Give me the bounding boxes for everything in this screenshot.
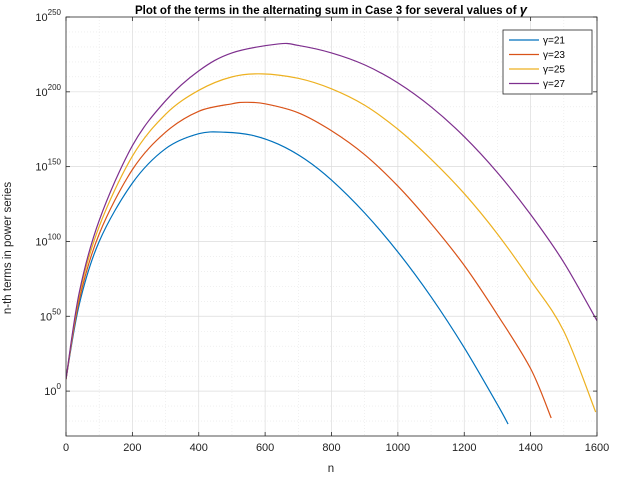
ticks: 0 200 400 600 800 1000 1200 1400 1600 100 1050 1010… xyxy=(35,8,609,454)
x-tick-label: 400 xyxy=(190,442,208,454)
y-tick-label: 10200 xyxy=(35,83,61,99)
x-axis-label: n xyxy=(328,463,334,475)
x-tick-label: 600 xyxy=(256,442,274,454)
legend-label: γ=23 xyxy=(543,50,565,61)
y-axis-label: n-th terms in power series xyxy=(2,182,14,315)
x-tick-label: 1200 xyxy=(452,442,476,454)
series-layer xyxy=(66,42,597,425)
series-line-3 xyxy=(66,73,597,413)
y-tick-label: 1050 xyxy=(40,307,62,323)
x-tick-label: 1000 xyxy=(386,442,410,454)
x-tick-label: 0 xyxy=(63,442,69,454)
y-tick-label: 100 xyxy=(44,382,61,398)
y-tick-label: 10100 xyxy=(35,232,61,248)
legend: γ=21 γ=23 γ=25 γ=27 xyxy=(502,29,593,95)
grid xyxy=(66,17,597,436)
legend-label: γ=21 xyxy=(543,36,565,47)
chart-title: Plot of the terms in the alternating sum… xyxy=(135,2,528,17)
legend-label: γ=25 xyxy=(543,65,565,76)
x-tick-label: 1600 xyxy=(585,442,609,454)
legend-label: γ=27 xyxy=(543,79,565,90)
series-line-2 xyxy=(66,101,552,419)
x-tick-label: 1400 xyxy=(518,442,542,454)
title-gamma-symbol: γ xyxy=(520,2,528,17)
x-tick-label: 200 xyxy=(123,442,141,454)
series-line-1 xyxy=(66,131,509,425)
x-tick-label: 800 xyxy=(322,442,340,454)
y-tick-label: 10150 xyxy=(35,158,61,174)
y-tick-label: 10250 xyxy=(35,8,61,24)
series-line-4 xyxy=(66,42,597,380)
